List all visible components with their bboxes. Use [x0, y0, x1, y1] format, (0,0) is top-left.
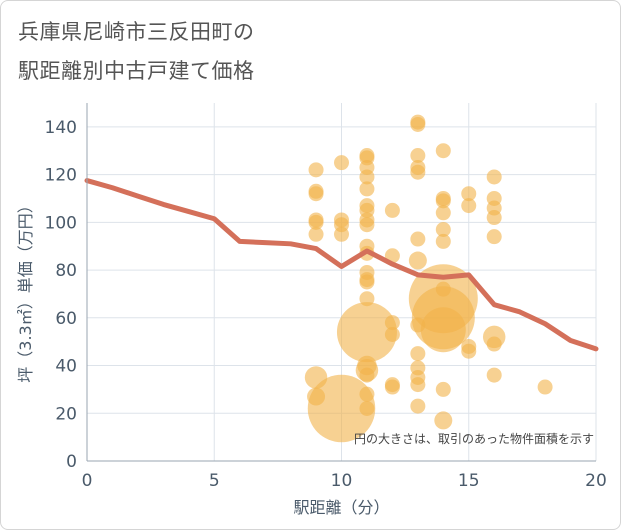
scatter-point-36	[384, 315, 400, 331]
y-tick-label-2: 40	[55, 357, 77, 377]
scatter-point-37	[384, 327, 400, 343]
scatter-point-8	[334, 155, 349, 171]
scatter-point-73	[486, 229, 502, 245]
x-axis-label: 駅距離（分）	[293, 498, 389, 517]
scatter-point-56	[435, 205, 451, 221]
scatter-bubbles	[304, 114, 553, 443]
scatter-point-58	[435, 233, 451, 249]
y-tick-label-7: 140	[45, 118, 77, 138]
scatter-point-28	[336, 302, 397, 363]
scatter-point-26	[359, 274, 375, 290]
scatter-point-57	[435, 221, 451, 237]
scatter-point-33	[359, 400, 375, 416]
scatter-point-64	[434, 411, 453, 430]
scatter-point-39	[384, 379, 400, 395]
tick-labels: 0 20 40 60 80 100 120 140 0 5 10 15 20	[45, 118, 607, 491]
scatter-point-72	[486, 210, 502, 226]
scatter-point-16	[359, 169, 375, 185]
scatter-point-66	[461, 198, 477, 214]
scatter-point-69	[486, 169, 502, 185]
scatter-point-68	[461, 343, 477, 359]
scatter-point-75	[486, 336, 502, 352]
y-tick-label-1: 20	[55, 404, 77, 424]
x-tick-label-1: 5	[209, 471, 220, 491]
scatter-point-63	[435, 381, 451, 397]
chart-title-line2: 駅距離別中古戸建て価格	[18, 59, 255, 83]
scatter-point-62	[420, 307, 466, 353]
scatter-point-41	[410, 116, 426, 132]
scatter-point-34	[384, 202, 400, 218]
trend-line-group	[84, 178, 599, 352]
scatter-point-0	[308, 162, 324, 178]
scatter-point-21	[359, 217, 375, 233]
x-tick-label-2: 10	[331, 471, 353, 491]
scatter-point-42	[410, 148, 426, 164]
scatter-point-5	[308, 226, 324, 242]
scatter-point-4	[308, 214, 324, 230]
scatter-point-52	[410, 398, 426, 414]
scatter-point-12	[307, 374, 376, 443]
scatter-point-65	[461, 186, 477, 202]
scatter-point-17	[359, 181, 375, 197]
axes	[86, 103, 596, 462]
x-tick-label-4: 20	[585, 471, 607, 491]
x-tick-label-3: 15	[458, 471, 480, 491]
chart-title-line1: 兵庫県尼崎市三反田町の	[18, 20, 255, 44]
scatter-point-76	[486, 367, 502, 383]
y-tick-label-5: 100	[45, 213, 77, 233]
scatter-point-77	[537, 379, 553, 395]
bubble-size-note: 円の大きさは、取引のあった物件面積を示す	[354, 431, 594, 446]
scatter-point-55	[435, 193, 451, 209]
y-tick-label-3: 60	[55, 309, 77, 329]
y-tick-label-6: 120	[45, 166, 77, 186]
trend-line	[84, 178, 599, 352]
scatter-point-44	[410, 164, 426, 180]
scatter-point-31	[359, 367, 375, 383]
scatter-point-51	[410, 377, 426, 393]
x-tick-label-0: 0	[82, 471, 93, 491]
y-tick-label-0: 0	[66, 452, 77, 472]
y-axis-label: 坪（3.3㎡）単価（万円）	[16, 197, 35, 382]
scatter-point-48	[410, 346, 426, 362]
y-tick-label-4: 80	[55, 261, 77, 281]
scatter-point-11	[334, 226, 349, 242]
scatter-point-2	[308, 186, 324, 202]
scatter-point-45	[410, 231, 426, 247]
scatter-point-46	[408, 251, 427, 270]
scatter-point-53	[435, 143, 451, 159]
scatter-point-32	[359, 386, 375, 402]
